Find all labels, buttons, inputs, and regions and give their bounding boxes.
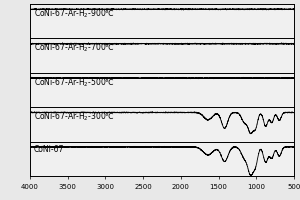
Text: CoNi-67-Ar-H$_2$-700℃: CoNi-67-Ar-H$_2$-700℃ [34,42,115,54]
Text: CoNi-67-Ar-H$_2$-900℃: CoNi-67-Ar-H$_2$-900℃ [34,7,115,20]
Text: CoNi-67-Ar-H$_2$-500℃: CoNi-67-Ar-H$_2$-500℃ [34,76,115,89]
Text: CoNi-67-Ar-H$_2$-300℃: CoNi-67-Ar-H$_2$-300℃ [34,111,115,123]
Text: CoNi-67: CoNi-67 [34,145,64,154]
